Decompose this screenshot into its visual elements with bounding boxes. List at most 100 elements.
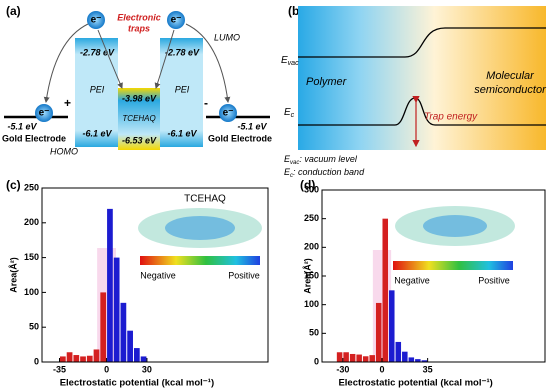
colorbar bbox=[140, 256, 260, 265]
bar bbox=[86, 355, 93, 362]
bar bbox=[80, 356, 86, 362]
bar bbox=[100, 292, 107, 362]
symbol-main: E bbox=[284, 154, 291, 164]
bar bbox=[375, 302, 382, 362]
bar bbox=[356, 354, 362, 362]
bar bbox=[133, 348, 140, 362]
level-label: -6.1 eV bbox=[167, 128, 197, 138]
bar bbox=[402, 351, 408, 362]
pei-box bbox=[75, 38, 118, 147]
bar bbox=[140, 356, 147, 362]
x-tick-label: 0 bbox=[379, 364, 384, 374]
colorbar-label: Positive bbox=[228, 270, 260, 280]
pei-box bbox=[160, 38, 203, 147]
bar bbox=[362, 356, 369, 362]
highlight bbox=[372, 250, 392, 362]
bar bbox=[127, 330, 133, 362]
bar bbox=[336, 352, 343, 362]
bar bbox=[66, 352, 73, 362]
electron-label: e⁻ bbox=[223, 108, 234, 119]
x-tick-label: -35 bbox=[53, 364, 66, 374]
sign: + bbox=[64, 96, 71, 110]
bar bbox=[421, 360, 428, 362]
panel-label: (a) bbox=[6, 4, 21, 18]
y-tick-label: 150 bbox=[304, 270, 319, 280]
y-axis-label: Area(Å²) bbox=[8, 257, 18, 293]
symbol-sub: vac bbox=[290, 160, 299, 166]
bar bbox=[343, 352, 349, 362]
arrow bbox=[154, 29, 175, 89]
y-axis-label: Area(Å²) bbox=[302, 258, 312, 294]
bar bbox=[369, 355, 375, 362]
level-label: -5.1 eV bbox=[237, 121, 267, 131]
highlight bbox=[97, 248, 116, 362]
sign: - bbox=[204, 96, 208, 110]
bar bbox=[389, 290, 395, 362]
symbol-main: E bbox=[281, 55, 288, 66]
panel-label: (d) bbox=[300, 178, 315, 192]
symbol-main: E bbox=[284, 107, 291, 118]
bar bbox=[395, 341, 402, 362]
bar bbox=[93, 349, 100, 362]
y-tick-label: 50 bbox=[29, 322, 39, 332]
legend-entry: Ec: conduction band bbox=[284, 167, 365, 178]
symbol-sub: vac bbox=[288, 60, 299, 67]
trap-label: Trap energy bbox=[424, 112, 478, 123]
level-label: -5.1 eV bbox=[7, 121, 37, 131]
plot-frame bbox=[41, 187, 269, 363]
vacuum-level bbox=[298, 27, 546, 58]
bar bbox=[120, 302, 127, 362]
molecule-core bbox=[165, 216, 235, 240]
region-label: Polymer bbox=[306, 76, 348, 88]
y-tick-label: 150 bbox=[24, 252, 39, 262]
x-tick-label: 0 bbox=[104, 364, 109, 374]
homo-label: HOMO bbox=[50, 146, 78, 156]
symbol: Evac bbox=[281, 55, 299, 67]
region-label: Molecular bbox=[486, 70, 535, 82]
x-tick-label: -30 bbox=[336, 364, 349, 374]
level-label: -3.98 eV bbox=[122, 93, 157, 103]
y-tick-label: 100 bbox=[304, 299, 319, 309]
x-tick-label: 30 bbox=[142, 364, 152, 374]
material-label: PEI bbox=[90, 84, 105, 94]
colorbar-label: Negative bbox=[140, 270, 176, 280]
x-axis-label: Electrostatic potential (kcal mol⁻¹) bbox=[60, 378, 214, 389]
symbol-sub: c bbox=[291, 112, 295, 119]
y-tick-label: 50 bbox=[309, 328, 319, 338]
y-tick-label: 0 bbox=[34, 356, 39, 366]
electron-label: e⁻ bbox=[39, 108, 50, 119]
bar bbox=[349, 353, 356, 362]
material-label: PEI bbox=[175, 84, 190, 94]
colorbar-label: Negative bbox=[394, 275, 430, 285]
symbol-main: E bbox=[284, 167, 291, 177]
band-background bbox=[298, 6, 546, 150]
lumo-label: LUMO bbox=[214, 32, 240, 42]
molecule-label: TCEHAQ bbox=[184, 194, 226, 205]
y-tick-label: 0 bbox=[314, 356, 319, 366]
y-tick-label: 100 bbox=[24, 287, 39, 297]
molecule-core bbox=[423, 215, 487, 237]
legend-text: : conduction band bbox=[293, 167, 365, 177]
bar bbox=[107, 208, 113, 362]
bar bbox=[73, 355, 80, 362]
bar bbox=[113, 257, 120, 362]
bar bbox=[382, 218, 389, 362]
panel-label: (c) bbox=[6, 178, 21, 192]
level-label: -6.53 eV bbox=[122, 135, 157, 145]
legend-text: : vacuum level bbox=[299, 154, 358, 164]
electron bbox=[35, 104, 53, 122]
electron bbox=[167, 11, 185, 29]
bar bbox=[415, 359, 421, 362]
traps-label: Electronic bbox=[117, 12, 161, 22]
legend-entry: Evac: vacuum level bbox=[284, 154, 358, 165]
region-label: semiconductor bbox=[474, 84, 547, 96]
y-tick-label: 250 bbox=[24, 182, 39, 192]
symbol-sub: c bbox=[290, 173, 293, 179]
y-tick-label: 300 bbox=[304, 184, 319, 194]
electron bbox=[219, 104, 237, 122]
electron bbox=[87, 11, 105, 29]
tcehaq-box bbox=[118, 88, 160, 150]
level-label: -2.78 eV bbox=[165, 47, 200, 57]
bar bbox=[59, 356, 66, 362]
